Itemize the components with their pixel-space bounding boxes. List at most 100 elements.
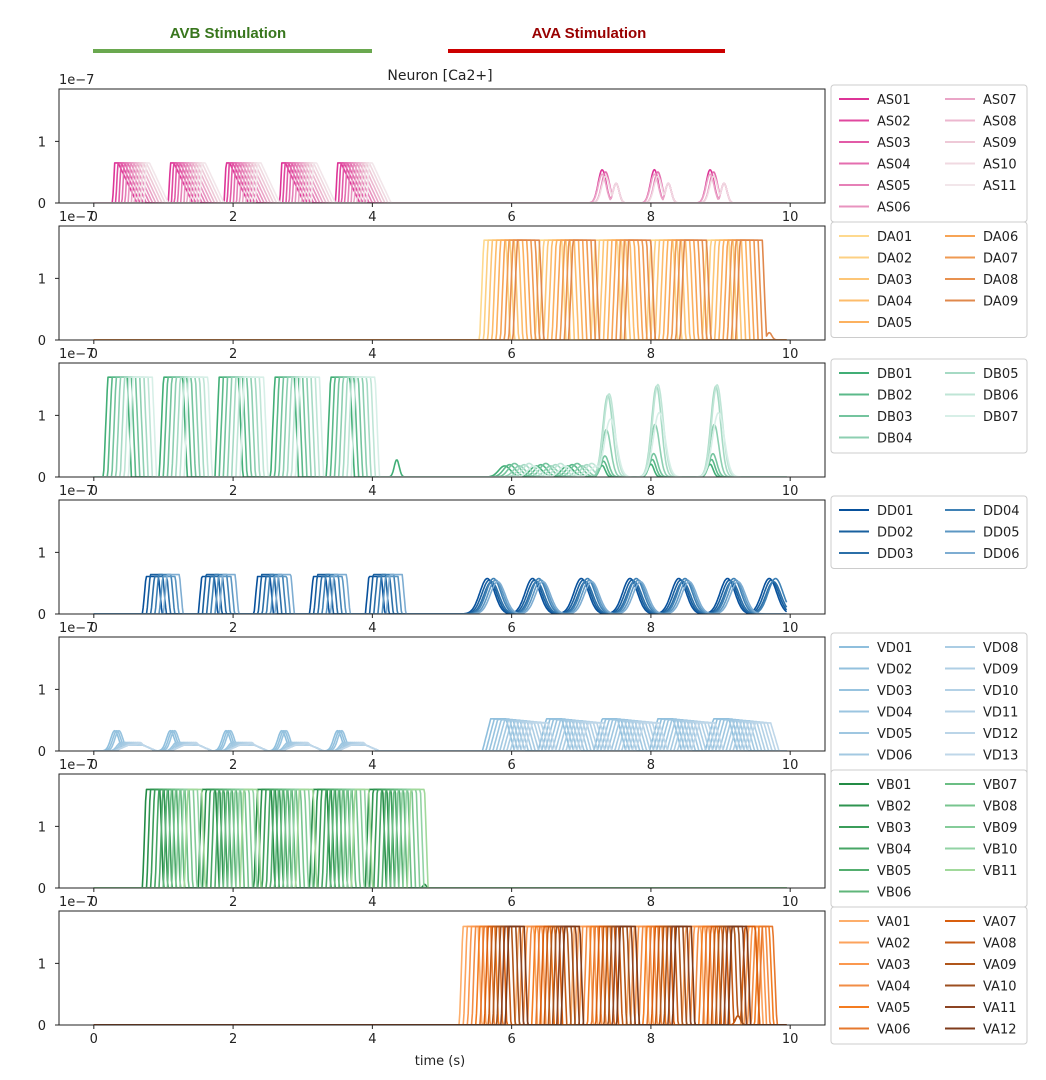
x-tick-label: 2: [229, 758, 237, 773]
traces-vb: [93, 788, 787, 888]
legend-label-vd02: VD02: [877, 663, 912, 678]
offset-label: 1e−7: [59, 484, 94, 499]
trace-db05: [93, 376, 787, 477]
offset-label: 1e−7: [59, 621, 94, 636]
legend-label-vb02: VB02: [877, 800, 911, 815]
y-tick-label: 1: [38, 683, 46, 698]
x-tick-label: 0: [90, 347, 98, 362]
x-tick-label: 10: [782, 210, 799, 225]
offset-label: 1e−7: [59, 347, 94, 362]
x-tick-label: 4: [368, 347, 376, 362]
legend-label-vb09: VB09: [983, 821, 1017, 836]
x-tick-label: 0: [90, 484, 98, 499]
legend-label-vb11: VB11: [983, 864, 1017, 879]
legend-box: [830, 495, 1028, 569]
x-tick-label: 10: [782, 1032, 799, 1047]
x-tick-label: 10: [782, 484, 799, 499]
traces-da: [93, 239, 787, 340]
legend-label-vb08: VB08: [983, 800, 1017, 815]
legend-label-vd04: VD04: [877, 706, 912, 721]
legend-label-vd08: VD08: [983, 641, 1018, 656]
trace-dd06: [93, 573, 787, 614]
legend-label-va06: VA06: [877, 1023, 911, 1038]
y-tick-label: 1: [38, 820, 46, 835]
legend-label-as04: AS04: [877, 158, 911, 173]
x-tick-label: 8: [647, 621, 655, 636]
x-tick-label: 4: [368, 895, 376, 910]
legend-label-da08: DA08: [983, 273, 1018, 288]
legend-label-as07: AS07: [983, 93, 1017, 108]
legend-label-as02: AS02: [877, 115, 911, 130]
x-tick-label: 8: [647, 895, 655, 910]
legend-label-db05: DB05: [983, 367, 1018, 382]
y-tick-label: 0: [38, 608, 46, 623]
legend-box: [830, 221, 1028, 338]
legend-db: DB01 DB02 DB03 DB04 DB05 DB06 DB07: [830, 358, 1028, 454]
x-tick-label: 8: [647, 1032, 655, 1047]
legend-label-dd03: DD03: [877, 547, 914, 562]
trace-as11: [93, 162, 787, 203]
y-tick-label: 0: [38, 882, 46, 897]
x-tick-label: 2: [229, 621, 237, 636]
x-tick-label: 6: [507, 484, 515, 499]
y-tick-label: 1: [38, 272, 46, 287]
legend-label-da06: DA06: [983, 230, 1018, 245]
legend-label-da01: DA01: [877, 230, 912, 245]
legend-label-vb01: VB01: [877, 778, 911, 793]
legend-label-as03: AS03: [877, 136, 911, 151]
offset-label: 1e−7: [59, 210, 94, 225]
legend-box: [830, 358, 1028, 454]
y-tick-label: 1: [38, 957, 46, 972]
y-tick-label: 0: [38, 1019, 46, 1034]
legend-label-va09: VA09: [983, 958, 1017, 973]
x-tick-label: 4: [368, 621, 376, 636]
axes-frame-va: [58, 910, 826, 1026]
y-tick-label: 0: [38, 334, 46, 349]
legend-label-db03: DB03: [877, 410, 912, 425]
x-tick-label: 0: [90, 621, 98, 636]
trace-vb02: [93, 788, 787, 888]
legend-label-as08: AS08: [983, 115, 1017, 130]
stimulation-header: AVB Stimulation AVA Stimulation: [93, 25, 725, 53]
trace-db06: [93, 376, 787, 477]
trace-vb10: [93, 788, 787, 888]
x-tick-label: 2: [229, 347, 237, 362]
legend-label-vd03: VD03: [877, 684, 912, 699]
trace-db07: [93, 376, 787, 477]
legend-dd: DD01 DD02 DD03 DD04 DD05 DD06: [830, 495, 1028, 569]
trace-va11: [93, 925, 787, 1025]
x-tick-label: 0: [90, 758, 98, 773]
trace-as10: [93, 162, 787, 203]
x-tick-label: 8: [647, 484, 655, 499]
legend-label-as01: AS01: [877, 93, 911, 108]
avb-stimulation-label: AVB Stimulation: [170, 25, 286, 42]
legend-label-da05: DA05: [877, 316, 912, 331]
y-tick-label: 1: [38, 409, 46, 424]
legend-label-as06: AS06: [877, 201, 911, 216]
legend-label-va02: VA02: [877, 937, 911, 952]
y-tick-label: 0: [38, 471, 46, 486]
legend-label-dd04: DD04: [983, 504, 1020, 519]
traces-va: [93, 925, 787, 1025]
legend-label-vb04: VB04: [877, 843, 911, 858]
legend-label-va12: VA12: [983, 1023, 1017, 1038]
legend-box: [830, 906, 1028, 1045]
trace-vd13: [93, 722, 787, 751]
x-tick-label: 4: [368, 758, 376, 773]
legend-label-vd05: VD05: [877, 727, 912, 742]
offset-label: 1e−7: [59, 758, 94, 773]
axes-frame-vb: [58, 773, 826, 889]
legend-label-vb06: VB06: [877, 886, 911, 901]
legend-label-dd02: DD02: [877, 526, 914, 541]
x-tick-label: 10: [782, 347, 799, 362]
legend-label-da04: DA04: [877, 295, 912, 310]
legend-label-db01: DB01: [877, 367, 912, 382]
legend-label-as09: AS09: [983, 136, 1017, 151]
figure-title: Neuron [Ca2+]: [387, 68, 492, 84]
trace-db04: [93, 376, 787, 477]
legend-label-vb05: VB05: [877, 864, 911, 879]
x-tick-label: 6: [507, 210, 515, 225]
